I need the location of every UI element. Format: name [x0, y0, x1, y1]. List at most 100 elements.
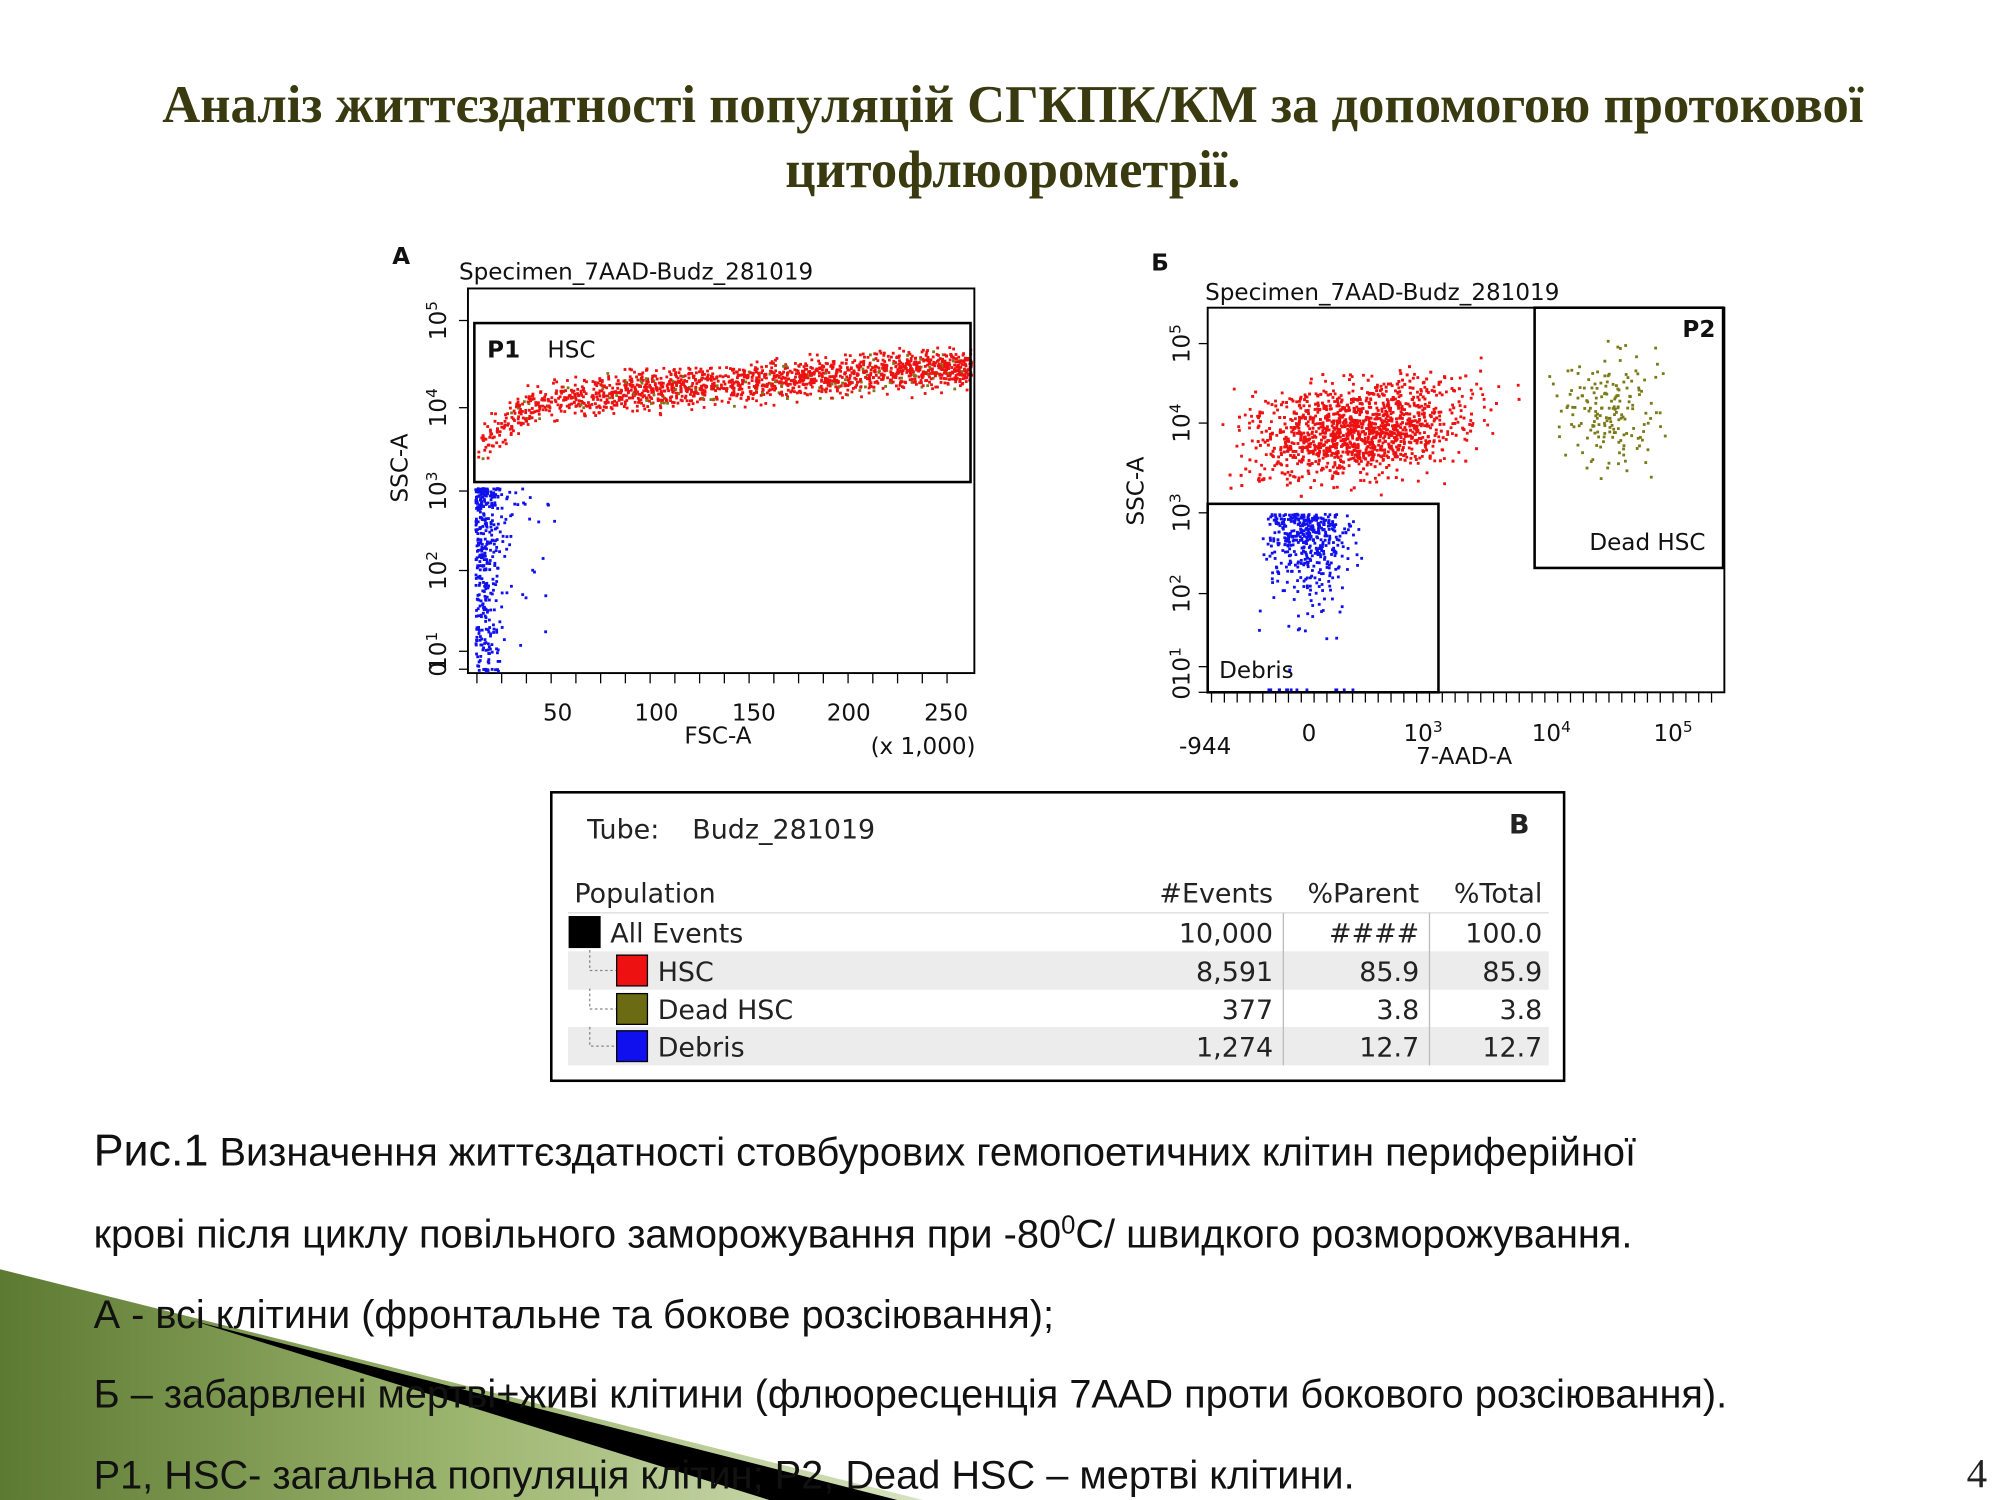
event-dot — [1302, 534, 1306, 538]
event-dot — [482, 590, 486, 593]
event-dot — [798, 380, 802, 384]
event-dot — [1285, 439, 1289, 443]
event-dot — [738, 368, 741, 372]
event-dot — [1322, 550, 1325, 553]
event-dot — [625, 406, 629, 410]
event-dot — [1612, 405, 1616, 409]
event-dot — [1276, 579, 1280, 583]
event-dot — [1649, 475, 1653, 479]
event-dot — [1425, 388, 1429, 391]
event-dot — [636, 390, 639, 394]
event-dot — [553, 378, 557, 382]
event-dot — [1367, 435, 1370, 439]
event-dot — [935, 353, 939, 356]
event-dot — [1586, 400, 1590, 404]
event-dot — [711, 382, 714, 386]
event-dot — [927, 369, 931, 372]
event-dot — [1285, 483, 1289, 487]
event-dot — [1607, 406, 1611, 410]
event-dot — [1470, 423, 1474, 427]
event-dot — [1408, 365, 1411, 369]
event-dot — [910, 369, 914, 372]
event-dot — [1385, 411, 1389, 414]
event-dot — [1326, 393, 1330, 397]
event-dot — [1303, 393, 1307, 397]
event-dot — [1299, 531, 1303, 535]
event-dot — [1281, 400, 1285, 404]
event-dot — [795, 391, 799, 395]
event-dot — [1310, 574, 1314, 578]
event-dot — [928, 362, 932, 366]
caption-line: Рис.1 Визначення життєздатності стовбуро… — [94, 1124, 1636, 1175]
event-dot — [1573, 406, 1577, 409]
event-dot — [1594, 401, 1598, 405]
event-dot — [480, 436, 484, 440]
event-dot — [1307, 451, 1311, 455]
event-dot — [1353, 397, 1357, 401]
event-dot — [1341, 443, 1345, 446]
event-dot — [938, 372, 942, 376]
event-dot — [1659, 425, 1662, 429]
event-dot — [837, 380, 840, 384]
event-dot — [1338, 610, 1342, 614]
event-dot — [781, 393, 784, 397]
event-dot — [526, 400, 530, 404]
event-dot — [846, 388, 850, 392]
event-dot — [694, 388, 698, 392]
event-dot — [488, 562, 492, 565]
event-dot — [925, 350, 929, 354]
event-dot — [641, 395, 645, 399]
event-dot — [827, 371, 831, 374]
event-dot — [778, 392, 782, 396]
event-dot — [1275, 566, 1279, 570]
event-dot — [484, 523, 488, 527]
event-dot — [496, 648, 500, 652]
event-dot — [956, 368, 960, 372]
event-dot — [784, 366, 787, 370]
event-dot — [1300, 537, 1304, 540]
event-dot — [675, 395, 678, 398]
row-bg — [567, 951, 1549, 990]
event-dot — [924, 379, 928, 383]
event-dot — [1346, 528, 1350, 532]
event-dot — [771, 378, 775, 381]
event-dot — [1296, 590, 1300, 593]
event-dot — [831, 365, 835, 369]
event-dot — [801, 375, 805, 379]
event-dot — [802, 365, 806, 368]
event-dot — [1416, 411, 1420, 415]
event-dot — [516, 417, 520, 421]
event-dot — [1272, 518, 1276, 522]
event-dot — [1384, 389, 1388, 393]
event-dot — [500, 422, 503, 425]
event-dot — [598, 389, 602, 393]
event-dot — [1616, 394, 1620, 398]
event-dot — [700, 378, 703, 382]
y-tick-label-base: 10 — [1170, 584, 1196, 613]
event-dot — [1399, 436, 1403, 439]
event-dot — [1268, 522, 1272, 526]
event-dot — [1235, 444, 1239, 448]
event-dot — [1256, 440, 1260, 443]
event-dot — [1604, 384, 1608, 388]
event-dot — [757, 375, 761, 379]
event-dot — [1346, 437, 1350, 441]
event-dot — [898, 359, 901, 363]
event-dot — [1437, 383, 1441, 386]
event-dot — [490, 592, 494, 596]
event-dot — [617, 398, 621, 402]
panel-label: A — [392, 244, 410, 270]
event-dot — [1324, 530, 1327, 534]
event-dot — [1625, 432, 1629, 435]
event-dot — [645, 397, 649, 400]
event-dot — [701, 396, 705, 400]
event-dot — [1362, 479, 1366, 482]
event-dot — [1379, 384, 1383, 388]
event-dot — [1281, 549, 1285, 552]
event-dot — [797, 364, 801, 368]
event-dot — [1317, 462, 1320, 466]
event-dot — [659, 398, 663, 402]
event-dot — [519, 412, 523, 416]
event-dot — [485, 560, 489, 564]
event-dot — [908, 374, 912, 378]
